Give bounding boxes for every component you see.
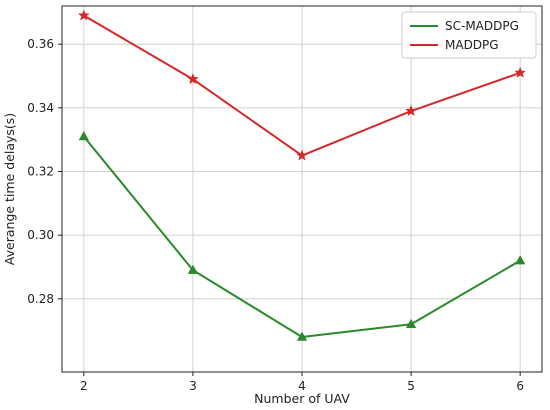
data-point-maddpg xyxy=(405,104,418,117)
data-point-sc-maddpg xyxy=(78,130,89,141)
y-axis-title: Averange time delays(s) xyxy=(2,113,17,265)
legend: SC-MADDPG MADDPG xyxy=(401,11,537,59)
x-tick-label: 6 xyxy=(516,379,524,393)
series-sc-maddpg xyxy=(78,130,526,341)
legend-label-sc-maddpg: SC-MADDPG xyxy=(445,19,519,33)
x-tick-label: 4 xyxy=(298,379,306,393)
data-point-sc-maddpg xyxy=(187,264,199,274)
y-tick-label: 0.32 xyxy=(27,164,54,178)
y-tick-label: 0.34 xyxy=(27,101,54,115)
data-point-sc-maddpg xyxy=(296,331,308,341)
series-layer xyxy=(77,9,527,341)
legend-box xyxy=(401,11,537,59)
legend-label-maddpg: MADDPG xyxy=(445,38,499,52)
data-point-maddpg xyxy=(77,9,90,21)
x-tick-label: 3 xyxy=(189,379,197,393)
grid-lines xyxy=(62,6,542,372)
data-point-sc-maddpg xyxy=(405,318,417,329)
axis-ticks: 2 3 4 5 6 0.28 0.30 0.32 0.34 0.36 xyxy=(27,37,524,393)
y-tick-label: 0.36 xyxy=(27,37,54,51)
x-tick-label: 5 xyxy=(407,379,415,393)
data-point-maddpg xyxy=(296,149,308,161)
data-point-maddpg xyxy=(186,72,199,85)
x-tick-label: 2 xyxy=(80,379,88,393)
series-maddpg xyxy=(77,9,527,161)
data-point-sc-maddpg xyxy=(515,255,526,265)
y-tick-label: 0.30 xyxy=(27,228,54,242)
data-point-maddpg xyxy=(514,66,527,78)
x-axis-title: Number of UAV xyxy=(254,391,350,406)
y-tick-label: 0.28 xyxy=(27,292,54,306)
